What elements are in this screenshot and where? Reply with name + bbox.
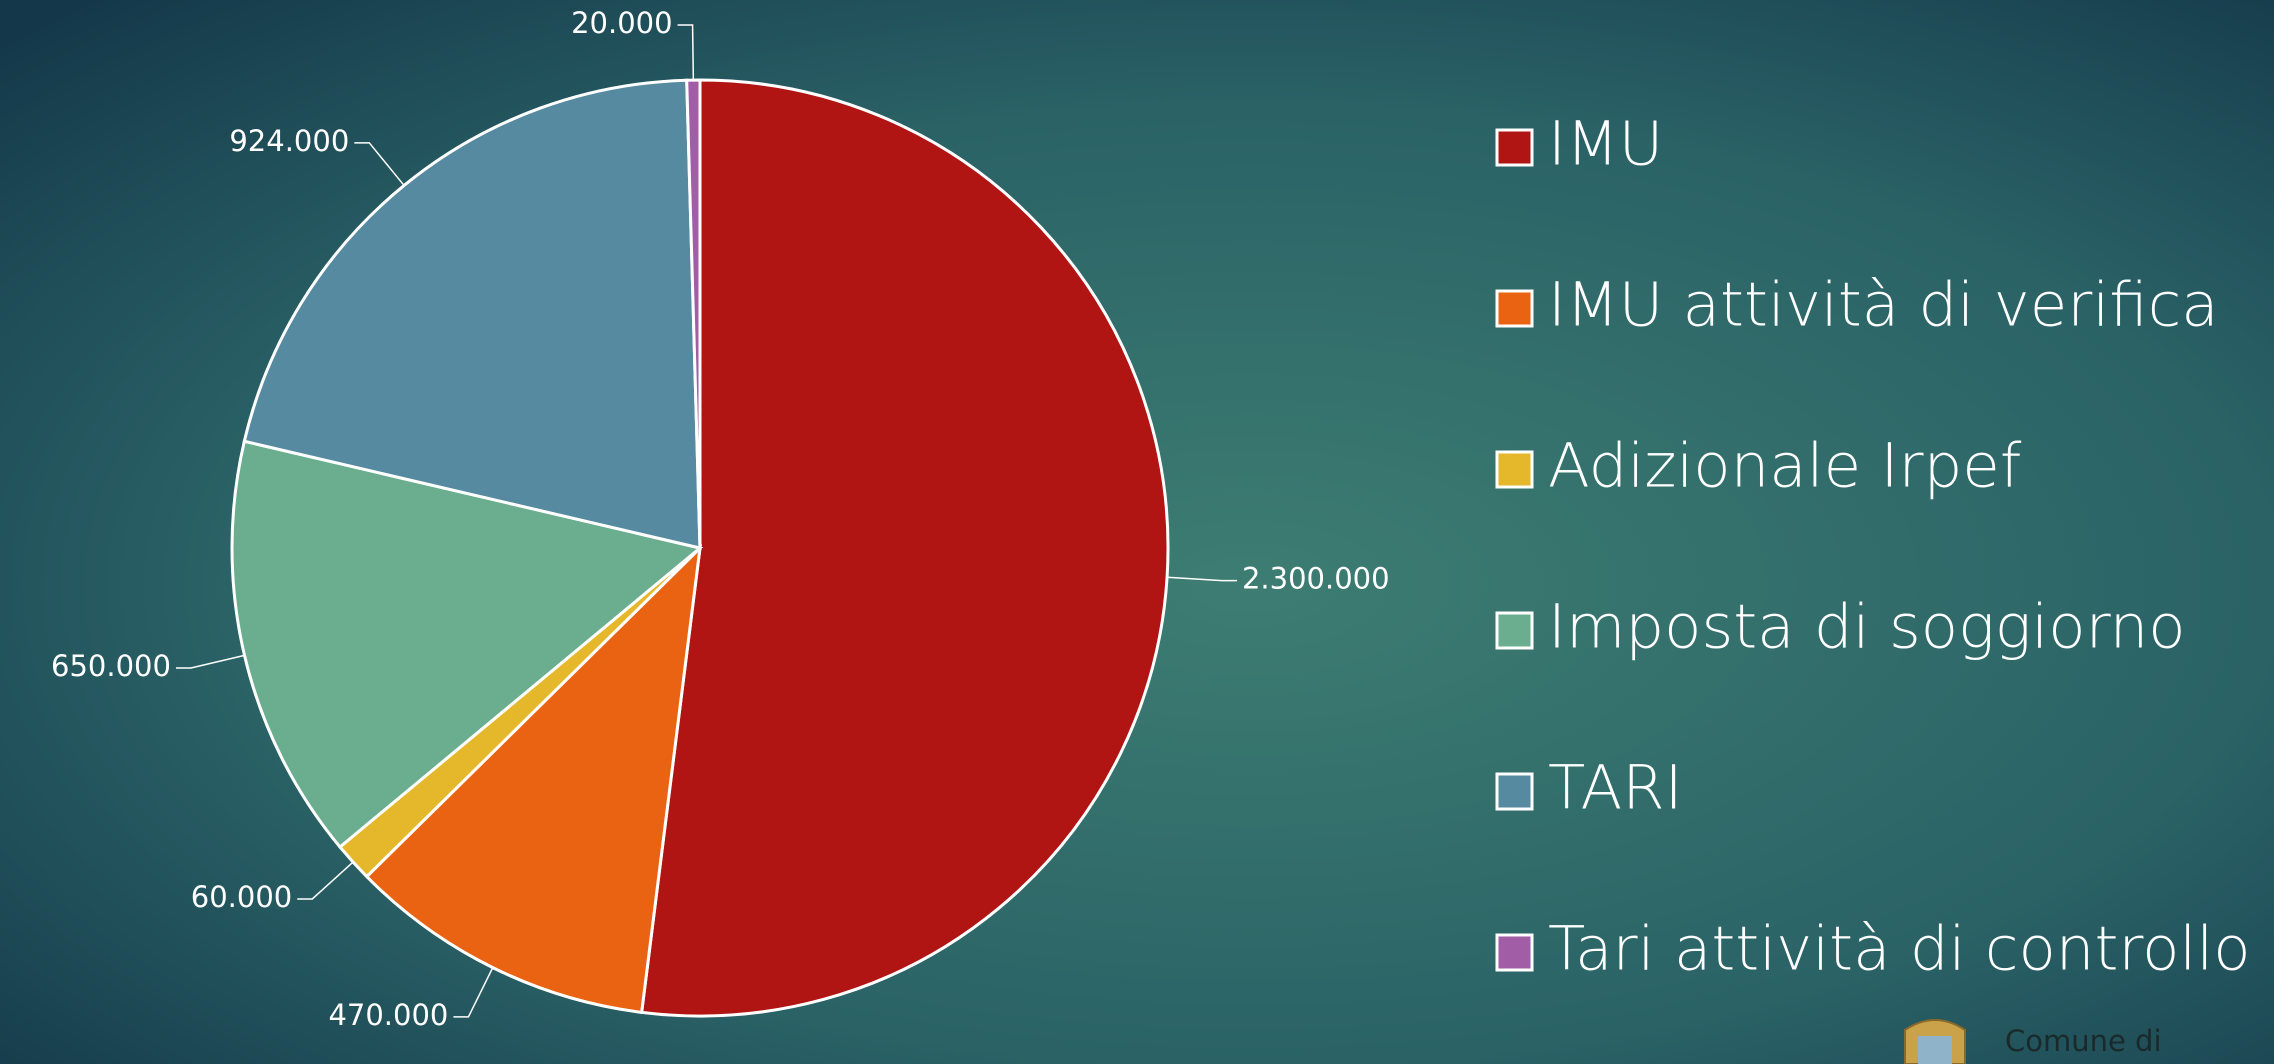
legend-swatch [1495, 450, 1534, 489]
legend-swatch [1495, 611, 1534, 650]
legend-swatch [1495, 128, 1534, 167]
leader-line [677, 24, 695, 81]
leader-line [1167, 576, 1237, 582]
legend-label: TARI [1548, 753, 1683, 824]
legend-label: Imposta di soggiorno [1548, 592, 2186, 663]
data-label: 650.000 [51, 649, 171, 683]
pie-slice [242, 78, 702, 550]
data-label: 60.000 [191, 880, 292, 914]
pie-slice [230, 439, 704, 850]
legend-swatch [1495, 933, 1534, 972]
leader-line [453, 967, 494, 1018]
legend-swatch [1495, 772, 1534, 811]
leader-line [297, 861, 354, 900]
data-label: 20.000 [571, 6, 672, 40]
legend-swatch [1495, 289, 1534, 328]
legend-label: IMU [1548, 109, 1663, 180]
legend-label: IMU attività di verifica [1548, 270, 2219, 341]
data-label: 470.000 [328, 998, 448, 1032]
legend-label: Adizionale Irpef [1548, 431, 2022, 502]
leader-line [175, 654, 245, 669]
data-label: 2.300.000 [1242, 562, 1390, 596]
leader-line [354, 142, 405, 186]
data-label: 924.000 [229, 124, 349, 158]
legend-label: Tari attività di controllo [1548, 914, 2251, 985]
pie-slice [639, 78, 1170, 1018]
footer-text: Comune di [2005, 1024, 2162, 1058]
logo [1904, 1019, 1966, 1064]
